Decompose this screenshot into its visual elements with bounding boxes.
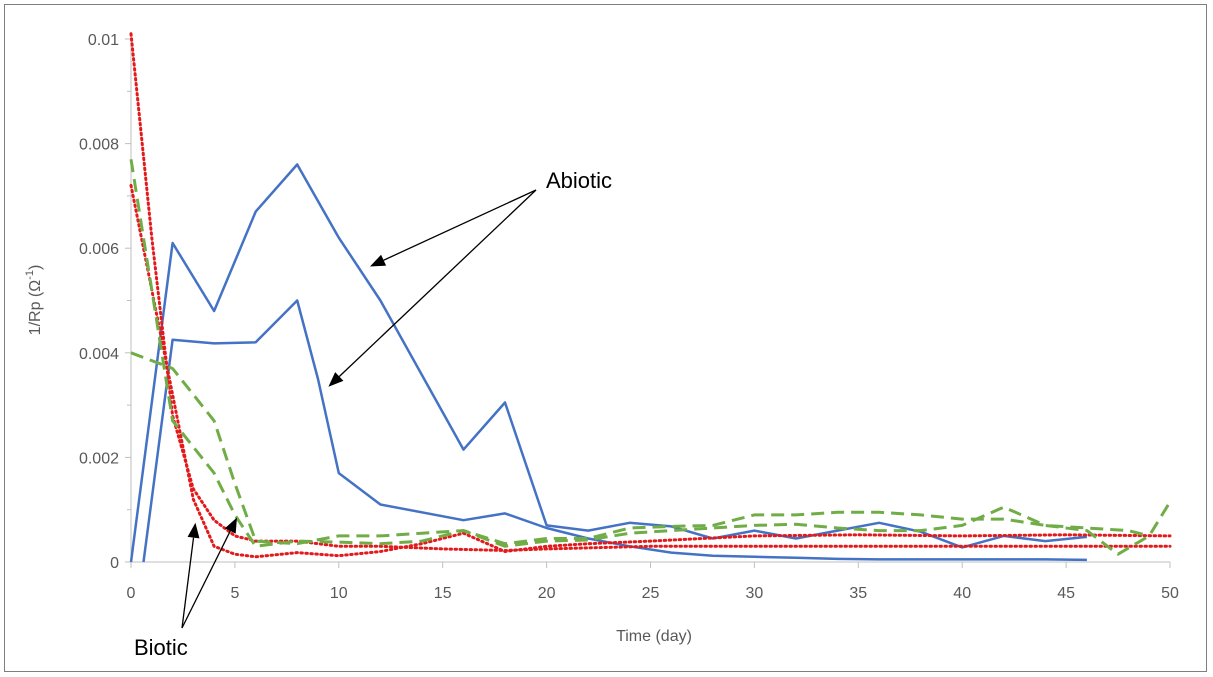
annotation-arrow-line (181, 537, 195, 629)
y-tick-label: 0.004 (79, 346, 119, 363)
y-tick-label: 0.008 (79, 137, 119, 154)
annotation-biotic: Biotic (134, 635, 188, 660)
annotation-arrowhead (328, 372, 344, 387)
x-tick-label: 40 (953, 585, 971, 602)
annotations: Abiotic Biotic (134, 168, 612, 660)
y-tick-label: 0.01 (88, 32, 119, 49)
x-tick-label: 35 (849, 585, 867, 602)
series-line-dashed-4 (130, 351, 1150, 546)
x-tick-label: 15 (434, 585, 452, 602)
x-tick-label: 20 (538, 585, 556, 602)
x-tick-label: 5 (230, 585, 239, 602)
x-tick-label: 25 (642, 585, 660, 602)
annotation-arrowhead (369, 254, 387, 267)
x-tick-label: 10 (330, 585, 348, 602)
axes: 0 0.002 0.004 0.006 0.008 0.01 0 5 10 15 20 25 30 35 4… (79, 32, 1179, 602)
x-tick-label: 45 (1057, 585, 1075, 602)
series-line-dashed-5 (129, 159, 1172, 556)
annotation-arrow-line (383, 189, 537, 261)
y-axis-title-main: 1/Rp (Ω (27, 280, 44, 336)
x-tick-label: 0 (127, 585, 136, 602)
annotation-arrowhead (224, 517, 237, 534)
series-layer (129, 32, 1172, 563)
y-axis-title-close: ) (27, 265, 44, 270)
series-line-solid-1 (142, 299, 1087, 563)
y-tick-label: 0 (110, 555, 119, 572)
x-tick-label: 30 (746, 585, 764, 602)
annotation-arrowhead (187, 522, 200, 539)
chart-frame (4, 4, 1207, 672)
series-line-dotted-3 (129, 183, 1172, 559)
x-tick-label: 50 (1161, 585, 1179, 602)
y-axis-title: 1/Rp (Ω-1) (24, 265, 44, 336)
annotation-arrow-line (338, 189, 537, 377)
annotation-abiotic: Abiotic (546, 168, 612, 193)
x-axis-title: Time (day) (616, 628, 692, 645)
y-tick-label: 0.002 (79, 450, 119, 467)
series-line-dotted-2 (129, 32, 1172, 552)
series-line-solid-0 (129, 163, 1088, 563)
y-tick-label: 0.006 (79, 241, 119, 258)
y-axis-title-sup: -1 (24, 270, 36, 280)
annotation-arrow-line (181, 530, 231, 629)
